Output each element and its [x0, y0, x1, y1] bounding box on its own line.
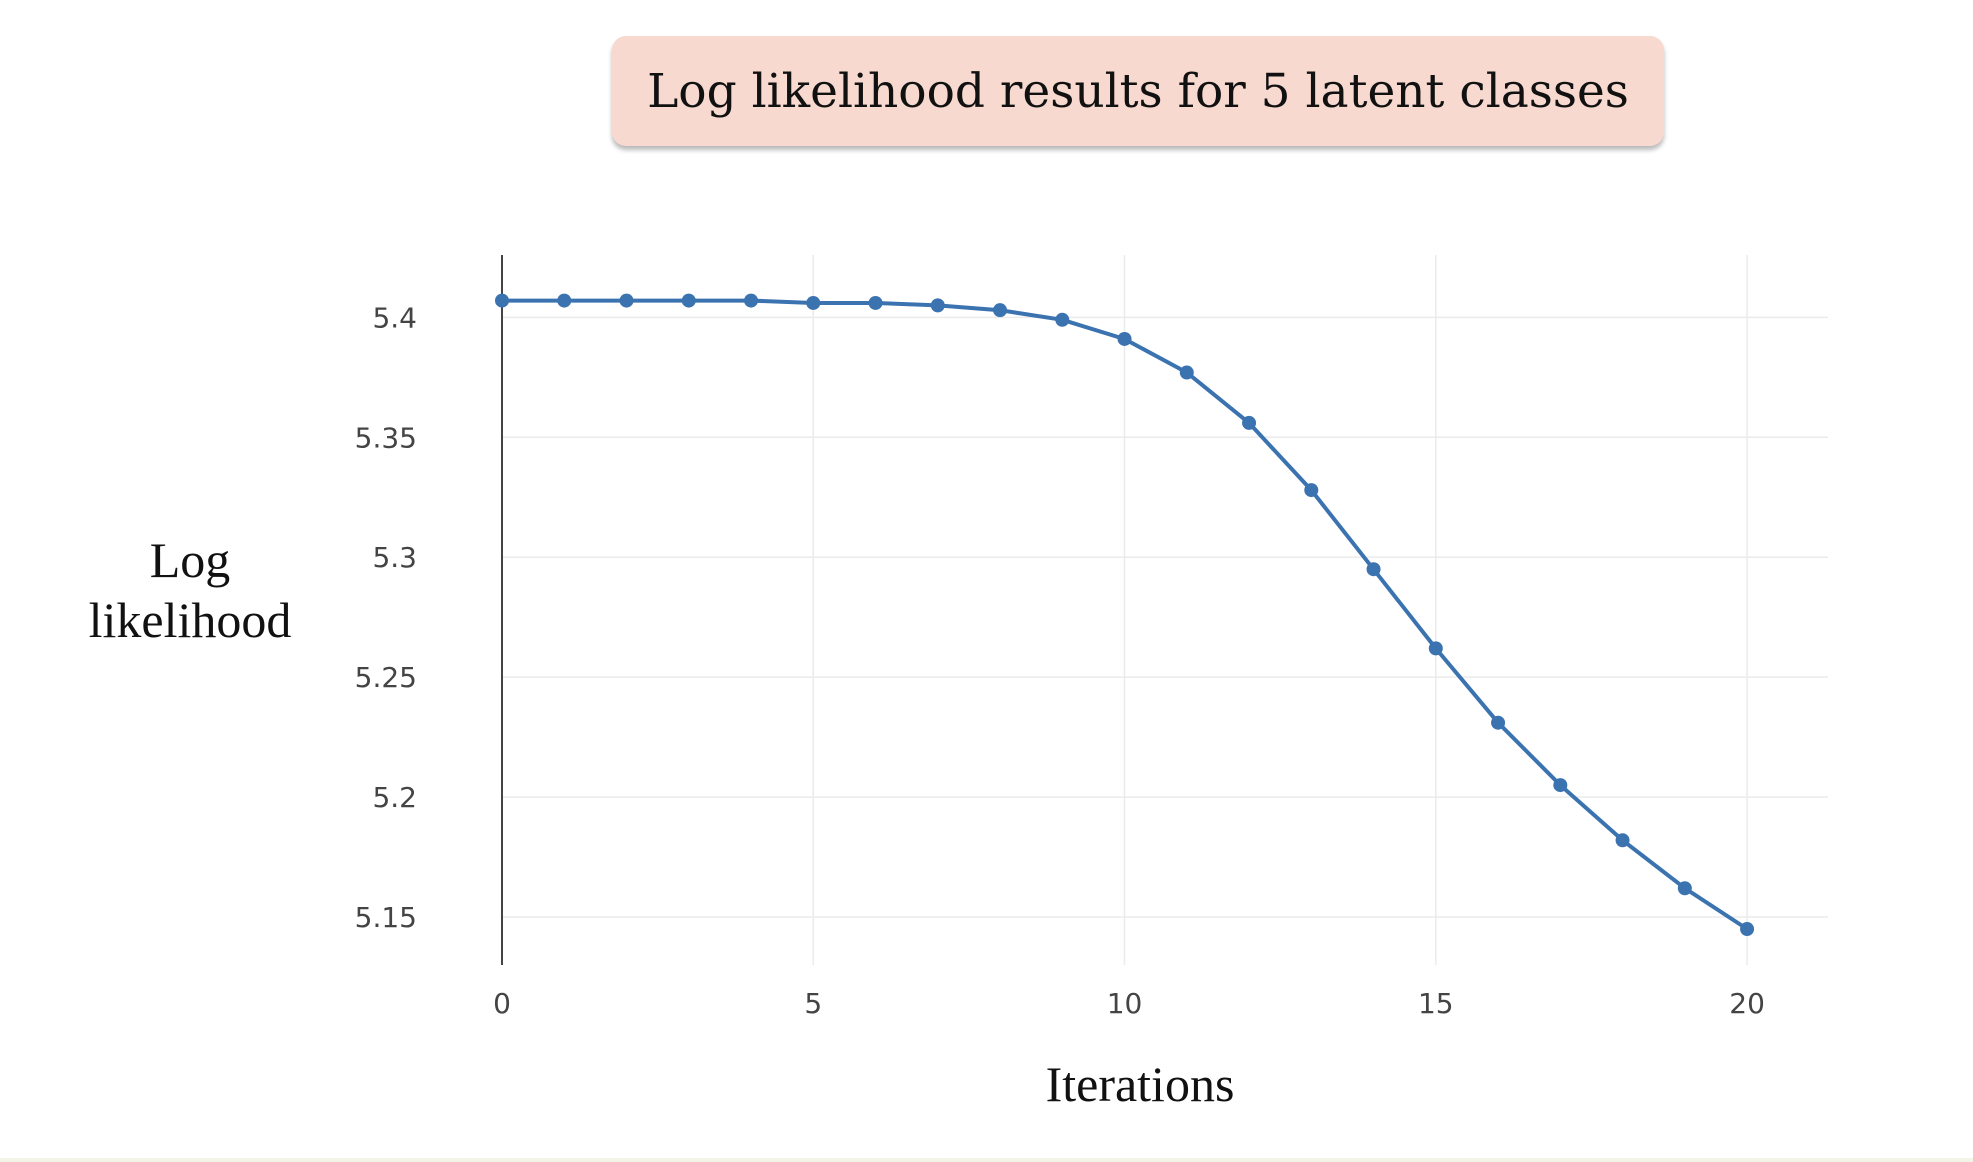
x-tick-label: 0	[493, 987, 511, 1020]
x-tick-label: 20	[1729, 987, 1765, 1020]
y-axis-label-line-1: Log	[149, 532, 231, 588]
data-point[interactable]	[1242, 415, 1257, 430]
data-point[interactable]	[1428, 641, 1443, 656]
data-point[interactable]	[681, 293, 696, 308]
data-point[interactable]	[1304, 483, 1319, 498]
data-point[interactable]	[1117, 331, 1132, 346]
x-tick-label: 10	[1107, 987, 1143, 1020]
data-point[interactable]	[1179, 365, 1194, 380]
data-point[interactable]	[1615, 833, 1630, 848]
data-point[interactable]	[1366, 562, 1381, 577]
data-point[interactable]	[744, 293, 759, 308]
data-point[interactable]	[1740, 922, 1755, 937]
y-tick-label: 5.2	[372, 781, 417, 814]
data-point[interactable]	[993, 303, 1008, 318]
y-tick-label: 5.15	[355, 901, 417, 934]
series	[495, 293, 1755, 937]
data-point[interactable]	[619, 293, 634, 308]
y-tick-label: 5.25	[355, 661, 417, 694]
data-point[interactable]	[1055, 312, 1070, 327]
x-axis-label: Iterations	[1045, 1056, 1235, 1112]
y-tick-label: 5.4	[372, 301, 417, 334]
data-point[interactable]	[806, 295, 821, 310]
data-point[interactable]	[1553, 778, 1568, 793]
data-point[interactable]	[1491, 715, 1506, 730]
data-point[interactable]	[868, 295, 883, 310]
data-point[interactable]	[557, 293, 572, 308]
data-point[interactable]	[495, 293, 509, 308]
tick-labels: 5.15 5.2 5.25 5.3 5.35 5.4 0 5 10 15 20	[355, 301, 1765, 1020]
data-point[interactable]	[1677, 881, 1692, 896]
x-tick-label: 5	[804, 987, 822, 1020]
y-tick-label: 5.35	[355, 421, 417, 454]
y-tick-label: 5.3	[372, 541, 417, 574]
x-tick-label: 15	[1418, 987, 1454, 1020]
chart-title: Log likelihood results for 5 latent clas…	[612, 36, 1664, 146]
y-axis-label: Log likelihood	[60, 530, 320, 650]
bottom-strip	[0, 1158, 1973, 1162]
y-axis-label-line-2: likelihood	[88, 592, 292, 648]
data-point[interactable]	[930, 298, 945, 313]
grid-lines	[502, 255, 1828, 965]
